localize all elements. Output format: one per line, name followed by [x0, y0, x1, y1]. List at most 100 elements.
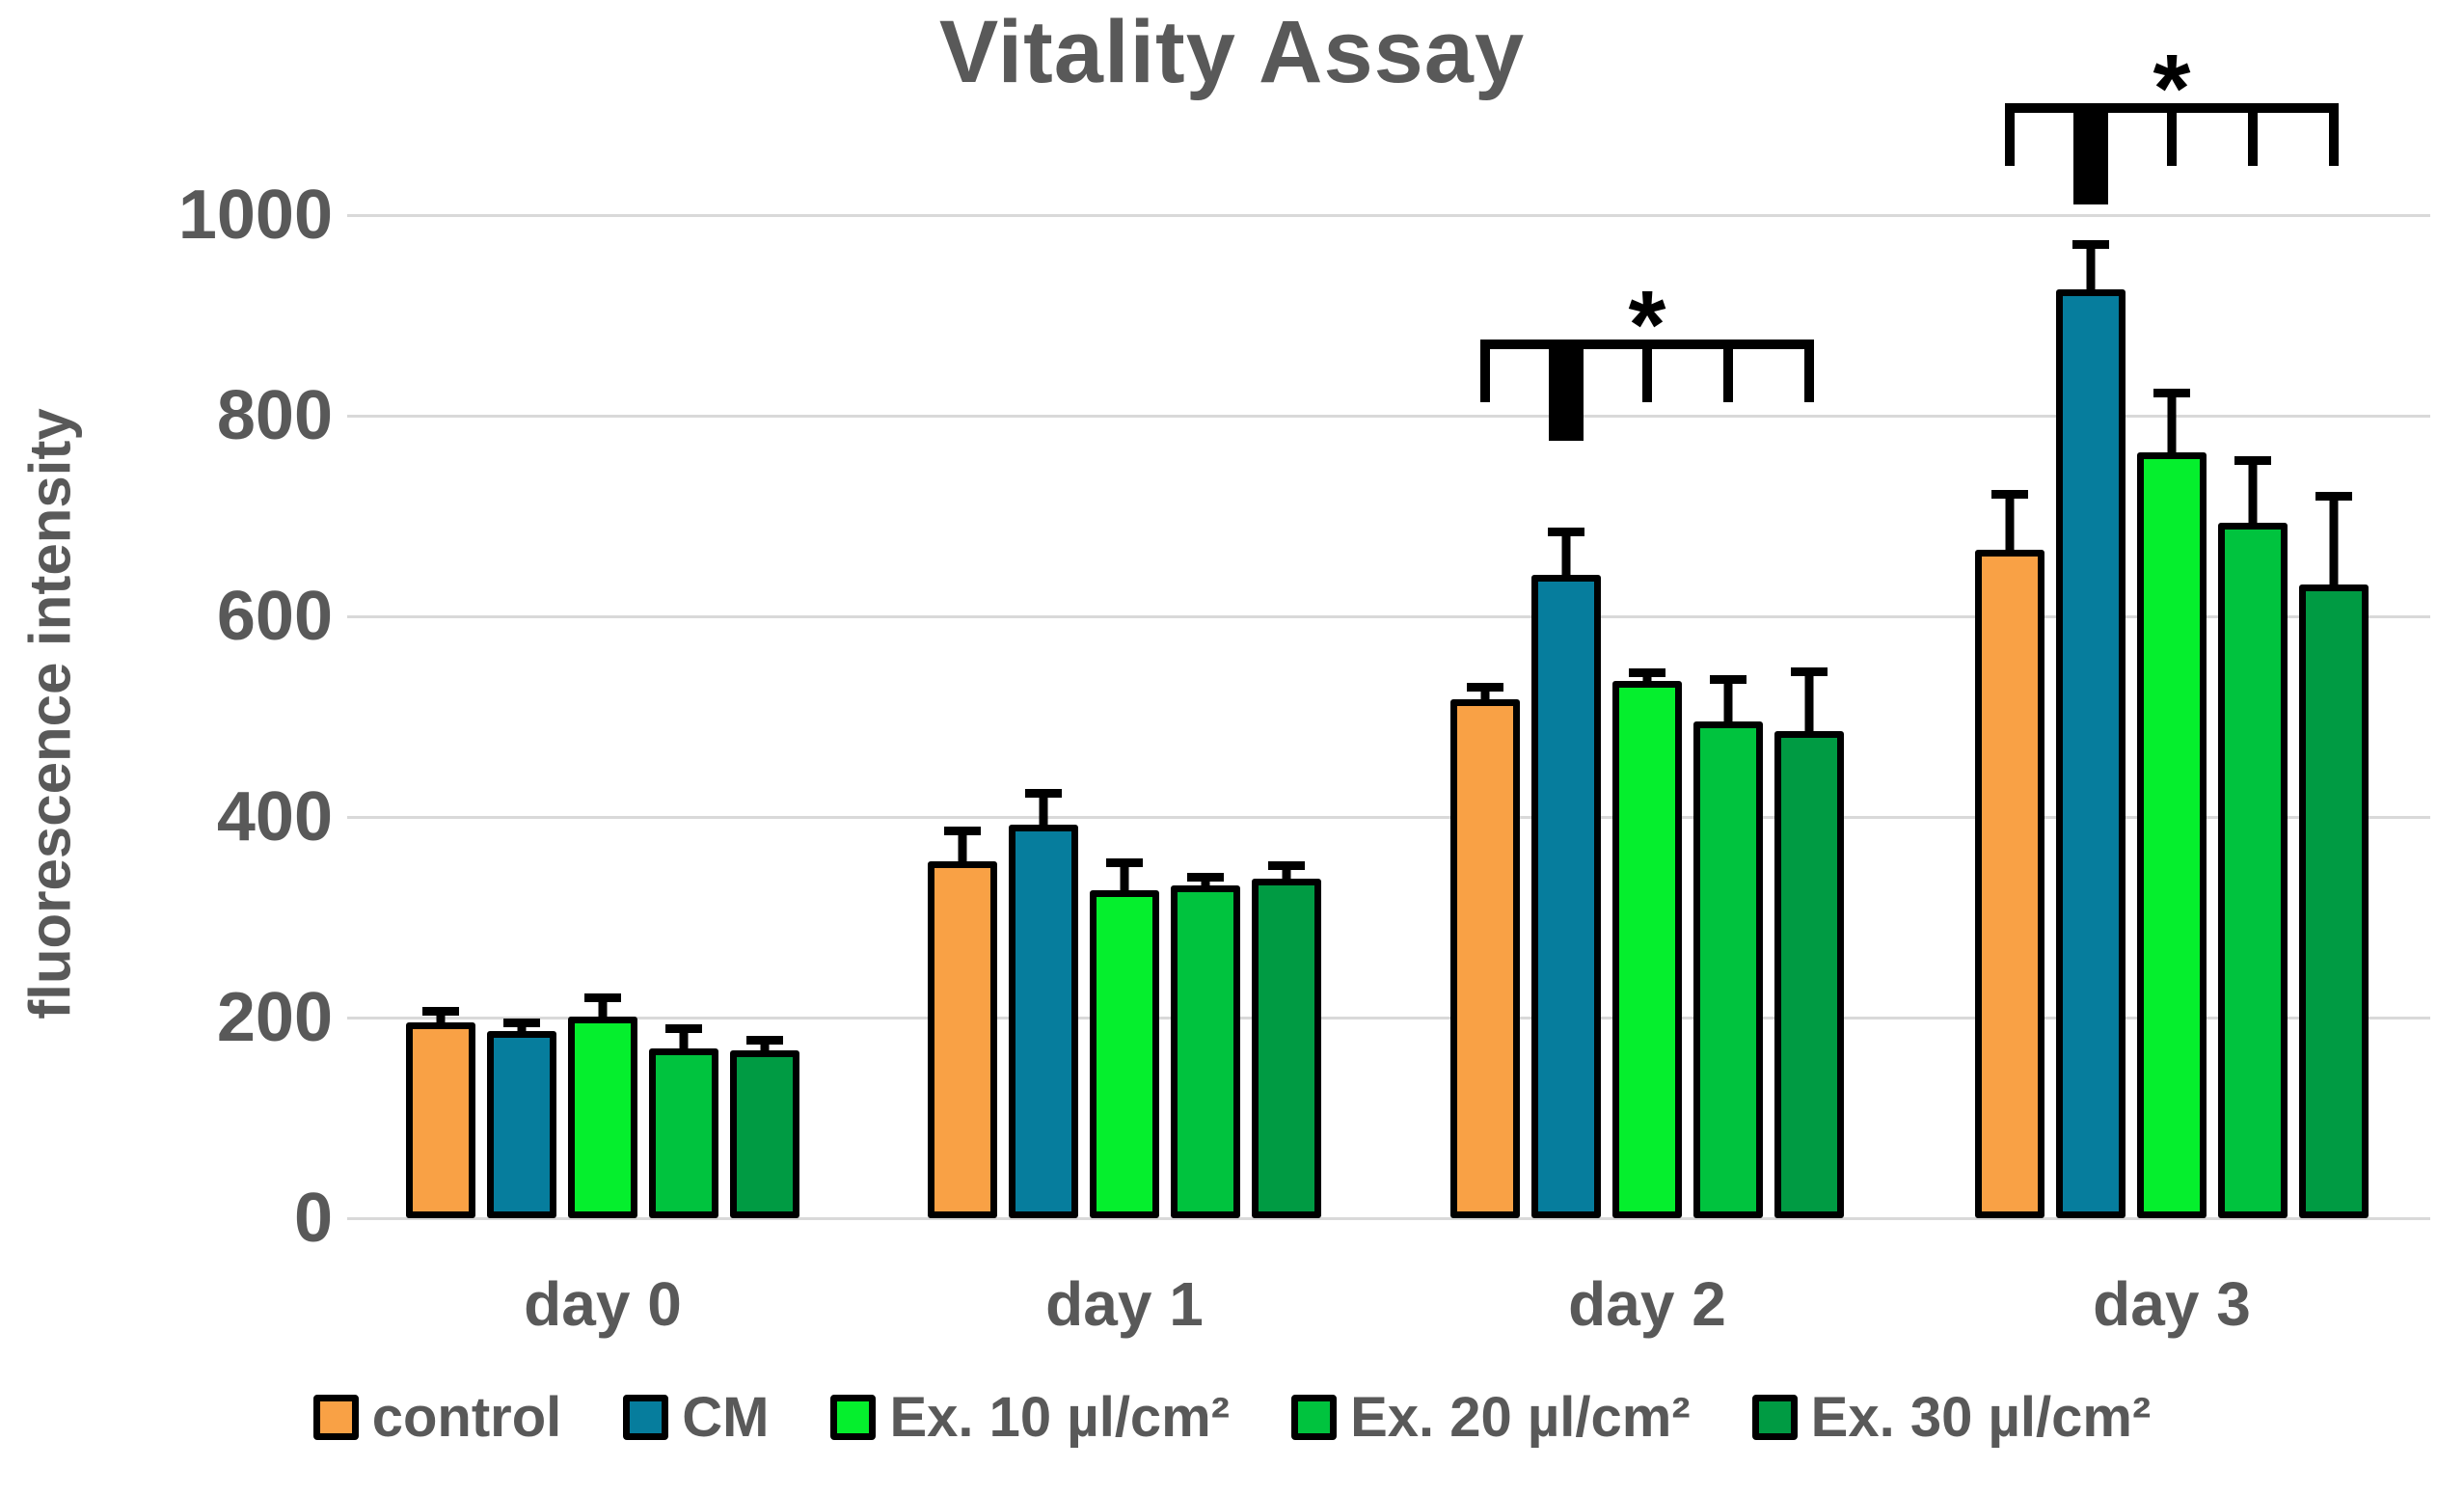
error-bar-cap: [2072, 240, 2109, 249]
error-bar-cap: [422, 1007, 459, 1016]
error-bar-line: [1039, 789, 1048, 825]
gridline-0: [347, 1217, 2430, 1220]
bar-day1-series4: [1252, 879, 1321, 1218]
bar-day2-series0: [1450, 699, 1520, 1218]
gridline-400: [347, 816, 2430, 819]
error-bar-cap: [1991, 490, 2028, 499]
significance-tick: [2167, 103, 2177, 166]
significance-tick: [2005, 103, 2015, 166]
legend-swatch: [1291, 1395, 1338, 1440]
error-bar-cap: [1629, 668, 1665, 677]
significance-tick: [2248, 103, 2258, 166]
error-bar: [2315, 492, 2352, 584]
gridline-800: [347, 415, 2430, 418]
error-bar: [503, 1019, 540, 1031]
error-bar: [1025, 789, 1062, 825]
error-bar-line: [958, 827, 967, 861]
significance-tick-highlight: [1549, 340, 1584, 441]
legend-item: Ex. 20 µl/cm²: [1291, 1385, 1691, 1450]
legend-item: Ex. 30 µl/cm²: [1751, 1385, 2152, 1450]
significance-tick: [2329, 103, 2339, 166]
error-bar-line: [2167, 389, 2177, 452]
error-bar: [2072, 240, 2109, 289]
error-bar: [944, 827, 981, 861]
chart-title: Vitality Assay: [938, 3, 1526, 101]
significance-tick-highlight: [2073, 103, 2108, 204]
bar-day3-series4: [2299, 584, 2369, 1218]
error-bar-cap: [665, 1024, 702, 1033]
x-tick-label: day 0: [524, 1269, 682, 1339]
bar-day0-series3: [649, 1048, 718, 1218]
bar-day0-series2: [568, 1017, 637, 1218]
bar-day3-series3: [2218, 523, 2288, 1218]
y-axis-title: fluorescence intensity: [17, 408, 83, 1019]
legend-swatch: [312, 1395, 359, 1440]
legend-label: Ex. 10 µl/cm²: [889, 1386, 1231, 1449]
error-bar-cap: [503, 1019, 540, 1027]
x-tick-label: day 3: [2093, 1269, 2251, 1339]
error-bar-cap: [1025, 789, 1062, 798]
error-bar-cap: [2153, 389, 2190, 397]
error-bar-cap: [1791, 667, 1828, 676]
error-bar-cap: [1467, 683, 1503, 692]
error-bar-line: [1282, 861, 1291, 879]
bar-day0-series0: [406, 1022, 475, 1218]
significance-star: *: [1628, 271, 1666, 379]
error-bar-line: [1561, 528, 1571, 575]
error-bar: [746, 1036, 783, 1050]
error-bar: [1710, 675, 1746, 721]
error-bar-line: [598, 993, 608, 1017]
error-bar: [1791, 667, 1828, 731]
y-tick-label: 200: [216, 979, 333, 1056]
error-bar-line: [2329, 492, 2339, 584]
error-bar-line: [2086, 240, 2096, 289]
error-bar-cap: [584, 993, 621, 1002]
y-tick-label: 0: [293, 1180, 333, 1257]
error-bar-cap: [1710, 675, 1746, 684]
x-tick-label: day 2: [1568, 1269, 1726, 1339]
significance-tick: [1480, 340, 1490, 402]
error-bar: [422, 1007, 459, 1022]
error-bar: [665, 1024, 702, 1048]
gridline-200: [347, 1017, 2430, 1019]
legend-swatch: [830, 1395, 877, 1440]
legend: control CM Ex. 10 µl/cm² Ex. 20 µl/cm² Ex. 3…: [0, 1385, 2464, 1450]
bar-day2-series2: [1612, 681, 1682, 1218]
error-bar: [1187, 873, 1224, 885]
significance-star: *: [2153, 35, 2191, 143]
bar-day1-series1: [1009, 825, 1078, 1218]
error-bar-cap: [1268, 861, 1305, 870]
bar-day2-series4: [1774, 731, 1844, 1218]
error-bar-line: [679, 1024, 689, 1048]
bar-day0-series4: [730, 1050, 799, 1218]
bar-day0-series1: [487, 1031, 556, 1218]
error-bar-line: [1723, 675, 1733, 721]
legend-label: control: [371, 1386, 562, 1449]
legend-swatch: [1751, 1395, 1798, 1440]
error-bar: [1629, 668, 1665, 681]
error-bar-cap: [1106, 858, 1143, 867]
error-bar-line: [2005, 490, 2015, 550]
error-bar: [1548, 528, 1584, 575]
bar-day1-series3: [1171, 885, 1240, 1218]
legend-item: Ex. 10 µl/cm²: [830, 1385, 1230, 1450]
bar-day3-series2: [2137, 452, 2207, 1218]
error-bar-line: [1804, 667, 1814, 731]
y-tick-label: 1000: [177, 177, 333, 254]
bar-day2-series1: [1531, 575, 1601, 1218]
legend-swatch: [623, 1395, 669, 1440]
legend-label: Ex. 30 µl/cm²: [1810, 1386, 2152, 1449]
y-tick-label: 400: [216, 778, 333, 856]
significance-tick: [1642, 340, 1652, 402]
error-bar: [1467, 683, 1503, 699]
error-bar-cap: [2234, 456, 2271, 465]
legend-label: CM: [682, 1386, 770, 1449]
bar-day3-series0: [1975, 550, 2044, 1218]
error-bar-cap: [746, 1036, 783, 1045]
error-bar-cap: [1548, 528, 1584, 536]
error-bar: [1106, 858, 1143, 890]
error-bar: [1991, 490, 2028, 550]
x-tick-label: day 1: [1045, 1269, 1204, 1339]
legend-item: control: [312, 1385, 562, 1450]
